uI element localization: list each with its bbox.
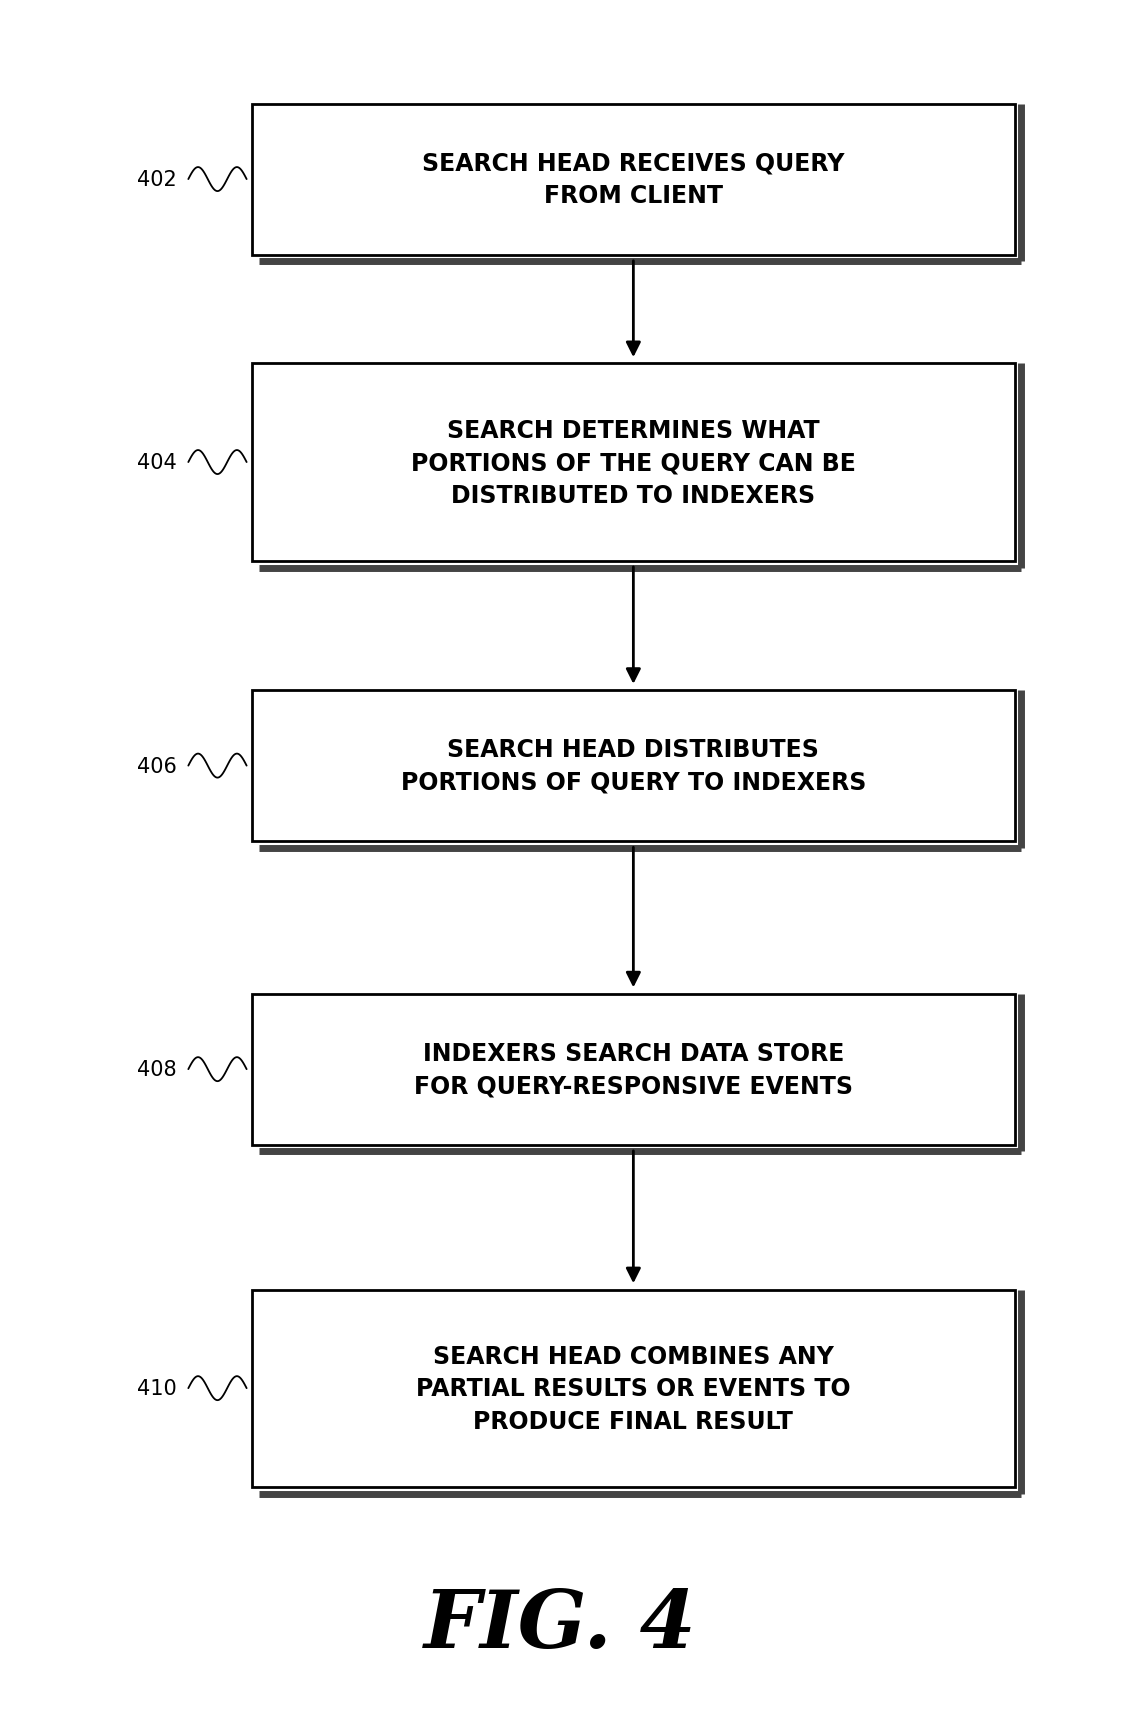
Bar <box>252 691 1015 842</box>
Text: INDEXERS SEARCH DATA STORE
FOR QUERY-RESPONSIVE EVENTS: INDEXERS SEARCH DATA STORE FOR QUERY-RES… <box>414 1042 853 1097</box>
Text: 410: 410 <box>137 1378 177 1399</box>
Text: FIG. 4: FIG. 4 <box>424 1585 697 1664</box>
Text: SEARCH DETERMINES WHAT
PORTIONS OF THE QUERY CAN BE
DISTRIBUTED TO INDEXERS: SEARCH DETERMINES WHAT PORTIONS OF THE Q… <box>411 418 855 507</box>
Text: 402: 402 <box>137 170 177 190</box>
Text: SEARCH HEAD DISTRIBUTES
PORTIONS OF QUERY TO INDEXERS: SEARCH HEAD DISTRIBUTES PORTIONS OF QUER… <box>400 739 867 794</box>
Bar <box>252 105 1015 255</box>
Bar <box>252 365 1015 562</box>
Bar <box>252 1289 1015 1486</box>
Text: 404: 404 <box>137 452 177 473</box>
Bar <box>252 994 1015 1145</box>
Text: SEARCH HEAD COMBINES ANY
PARTIAL RESULTS OR EVENTS TO
PRODUCE FINAL RESULT: SEARCH HEAD COMBINES ANY PARTIAL RESULTS… <box>416 1344 851 1433</box>
Text: 408: 408 <box>137 1059 177 1080</box>
Text: 406: 406 <box>137 756 177 776</box>
Text: SEARCH HEAD RECEIVES QUERY
FROM CLIENT: SEARCH HEAD RECEIVES QUERY FROM CLIENT <box>423 153 844 207</box>
